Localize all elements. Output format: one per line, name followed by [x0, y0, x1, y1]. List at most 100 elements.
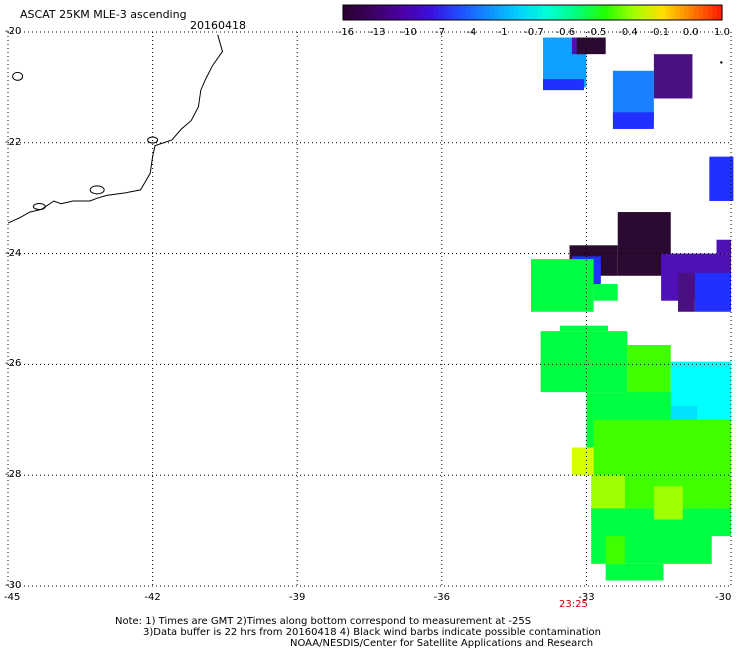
wind-data-cell: [612, 112, 654, 129]
colorbar-segment: [717, 5, 723, 20]
colorbar-segment: [404, 5, 410, 20]
colorbar-segment: [598, 5, 605, 20]
wind-data-cell: [653, 486, 683, 520]
colorbar-segment: [636, 5, 643, 20]
wind-data-cell: [702, 508, 731, 537]
island-outline: [89, 185, 105, 195]
colorbar-segment: [385, 5, 391, 20]
colorbar-tick-label: -1: [497, 27, 508, 38]
colorbar-segment: [674, 5, 680, 20]
colorbar-segment: [414, 5, 420, 20]
colorbar-segment: [361, 5, 368, 20]
island-outline: [12, 71, 24, 81]
latitude-tick-label: -20: [5, 26, 22, 37]
wind-data-cell: [576, 37, 606, 55]
wind-data-cell: [709, 156, 734, 201]
latitude-tick-label: -28: [5, 469, 22, 481]
island-outline: [147, 136, 159, 144]
colorbar-segment: [428, 5, 434, 20]
colorbar-segment: [603, 5, 609, 20]
colorbar-segment: [523, 5, 529, 20]
coastline: [7, 34, 224, 224]
colorbar-segment: [707, 5, 714, 20]
longitude-tick-label: -33: [578, 592, 595, 603]
colorbar-segment: [655, 5, 662, 20]
colorbar-segment: [352, 5, 358, 20]
colorbar-tick-label: -4: [466, 27, 477, 38]
colorbar-segment: [537, 5, 543, 20]
longitude-tick-label: -45: [4, 592, 21, 603]
colorbar-segment: [451, 5, 458, 20]
colorbar-segment: [433, 5, 439, 20]
colorbar-segment: [442, 5, 448, 20]
wind-data-cell: [694, 272, 731, 312]
wind-data-cell: [559, 325, 609, 332]
colorbar-segment: [494, 5, 500, 20]
colorbar-segment: [631, 5, 638, 20]
colorbar-segment: [703, 5, 709, 20]
colorbar-segment: [527, 5, 534, 20]
colorbar-segment: [461, 5, 467, 20]
colorbar-segment: [343, 5, 349, 20]
colorbar-segment: [560, 5, 567, 20]
wind-data-cell: [593, 284, 618, 301]
colorbar-segment: [556, 5, 562, 20]
note-line-1: Note: 1) Times are GMT 2)Times along bot…: [115, 616, 532, 627]
colorbar-segment: [546, 5, 553, 20]
colorbar-segment: [665, 5, 671, 20]
colorbar-segment: [347, 5, 354, 20]
colorbar-segment: [650, 5, 657, 20]
latitude-tick-label: -22: [5, 136, 22, 148]
colorbar-segment: [456, 5, 463, 20]
wind-data-cell: [571, 447, 594, 476]
colorbar-segment: [684, 5, 690, 20]
colorbar-segment: [679, 5, 685, 20]
colorbar-segment: [688, 5, 695, 20]
colorbar-segment: [579, 5, 586, 20]
colorbar-segment: [570, 5, 576, 20]
time-label: 23:25: [559, 599, 588, 610]
map-plot: [7, 31, 734, 587]
colorbar-tick-label: -16: [337, 27, 355, 38]
colorbar-segment: [399, 5, 406, 20]
longitude-tick-label: -39: [289, 592, 306, 603]
colorbar-segment: [575, 5, 581, 20]
colorbar-segment: [669, 5, 676, 20]
colorbar-segment: [518, 5, 524, 20]
colorbar-segment: [395, 5, 401, 20]
colorbar-segment: [376, 5, 382, 20]
colorbar-tick-label: 0.0: [682, 27, 699, 38]
colorbar-tick-label: -0.7: [524, 27, 544, 38]
colorbar-segment: [641, 5, 647, 20]
wind-data-cell: [677, 272, 695, 312]
wind-data-cell: [540, 331, 628, 393]
colorbar-segment: [470, 5, 477, 20]
colorbar-tick-label: -13: [369, 27, 386, 38]
colorbar-segment: [698, 5, 704, 20]
colorbar-segment: [594, 5, 600, 20]
colorbar-segment: [613, 5, 619, 20]
colorbar-tick-label: 1.0: [714, 27, 730, 38]
note-line-3: NOAA/NESDIS/Center for Satellite Applica…: [290, 638, 594, 649]
colorbar-segment: [480, 5, 486, 20]
colorbar-segment: [508, 5, 515, 20]
colorbar-segment: [608, 5, 614, 20]
product-title: ASCAT 25KM MLE-3 ascending: [20, 8, 187, 21]
colorbar-segment: [475, 5, 481, 20]
colorbar-segment: [504, 5, 510, 20]
colorbar-segment: [447, 5, 453, 20]
latitude-tick-label: -26: [5, 358, 22, 370]
colorbar-segment: [357, 5, 363, 20]
colorbar-segment: [437, 5, 444, 20]
colorbar-segment: [712, 5, 718, 20]
longitude-tick-label: -36: [433, 592, 450, 603]
colorbar-segment: [541, 5, 548, 20]
colorbar-segment: [390, 5, 396, 20]
colorbar-segment: [466, 5, 472, 20]
colorbar-segment: [646, 5, 652, 20]
colorbar-segment: [622, 5, 628, 20]
colorbar-segment: [380, 5, 387, 20]
colorbar-segment: [423, 5, 429, 20]
colorbar-segment: [693, 5, 699, 20]
colorbar-segment: [589, 5, 595, 20]
